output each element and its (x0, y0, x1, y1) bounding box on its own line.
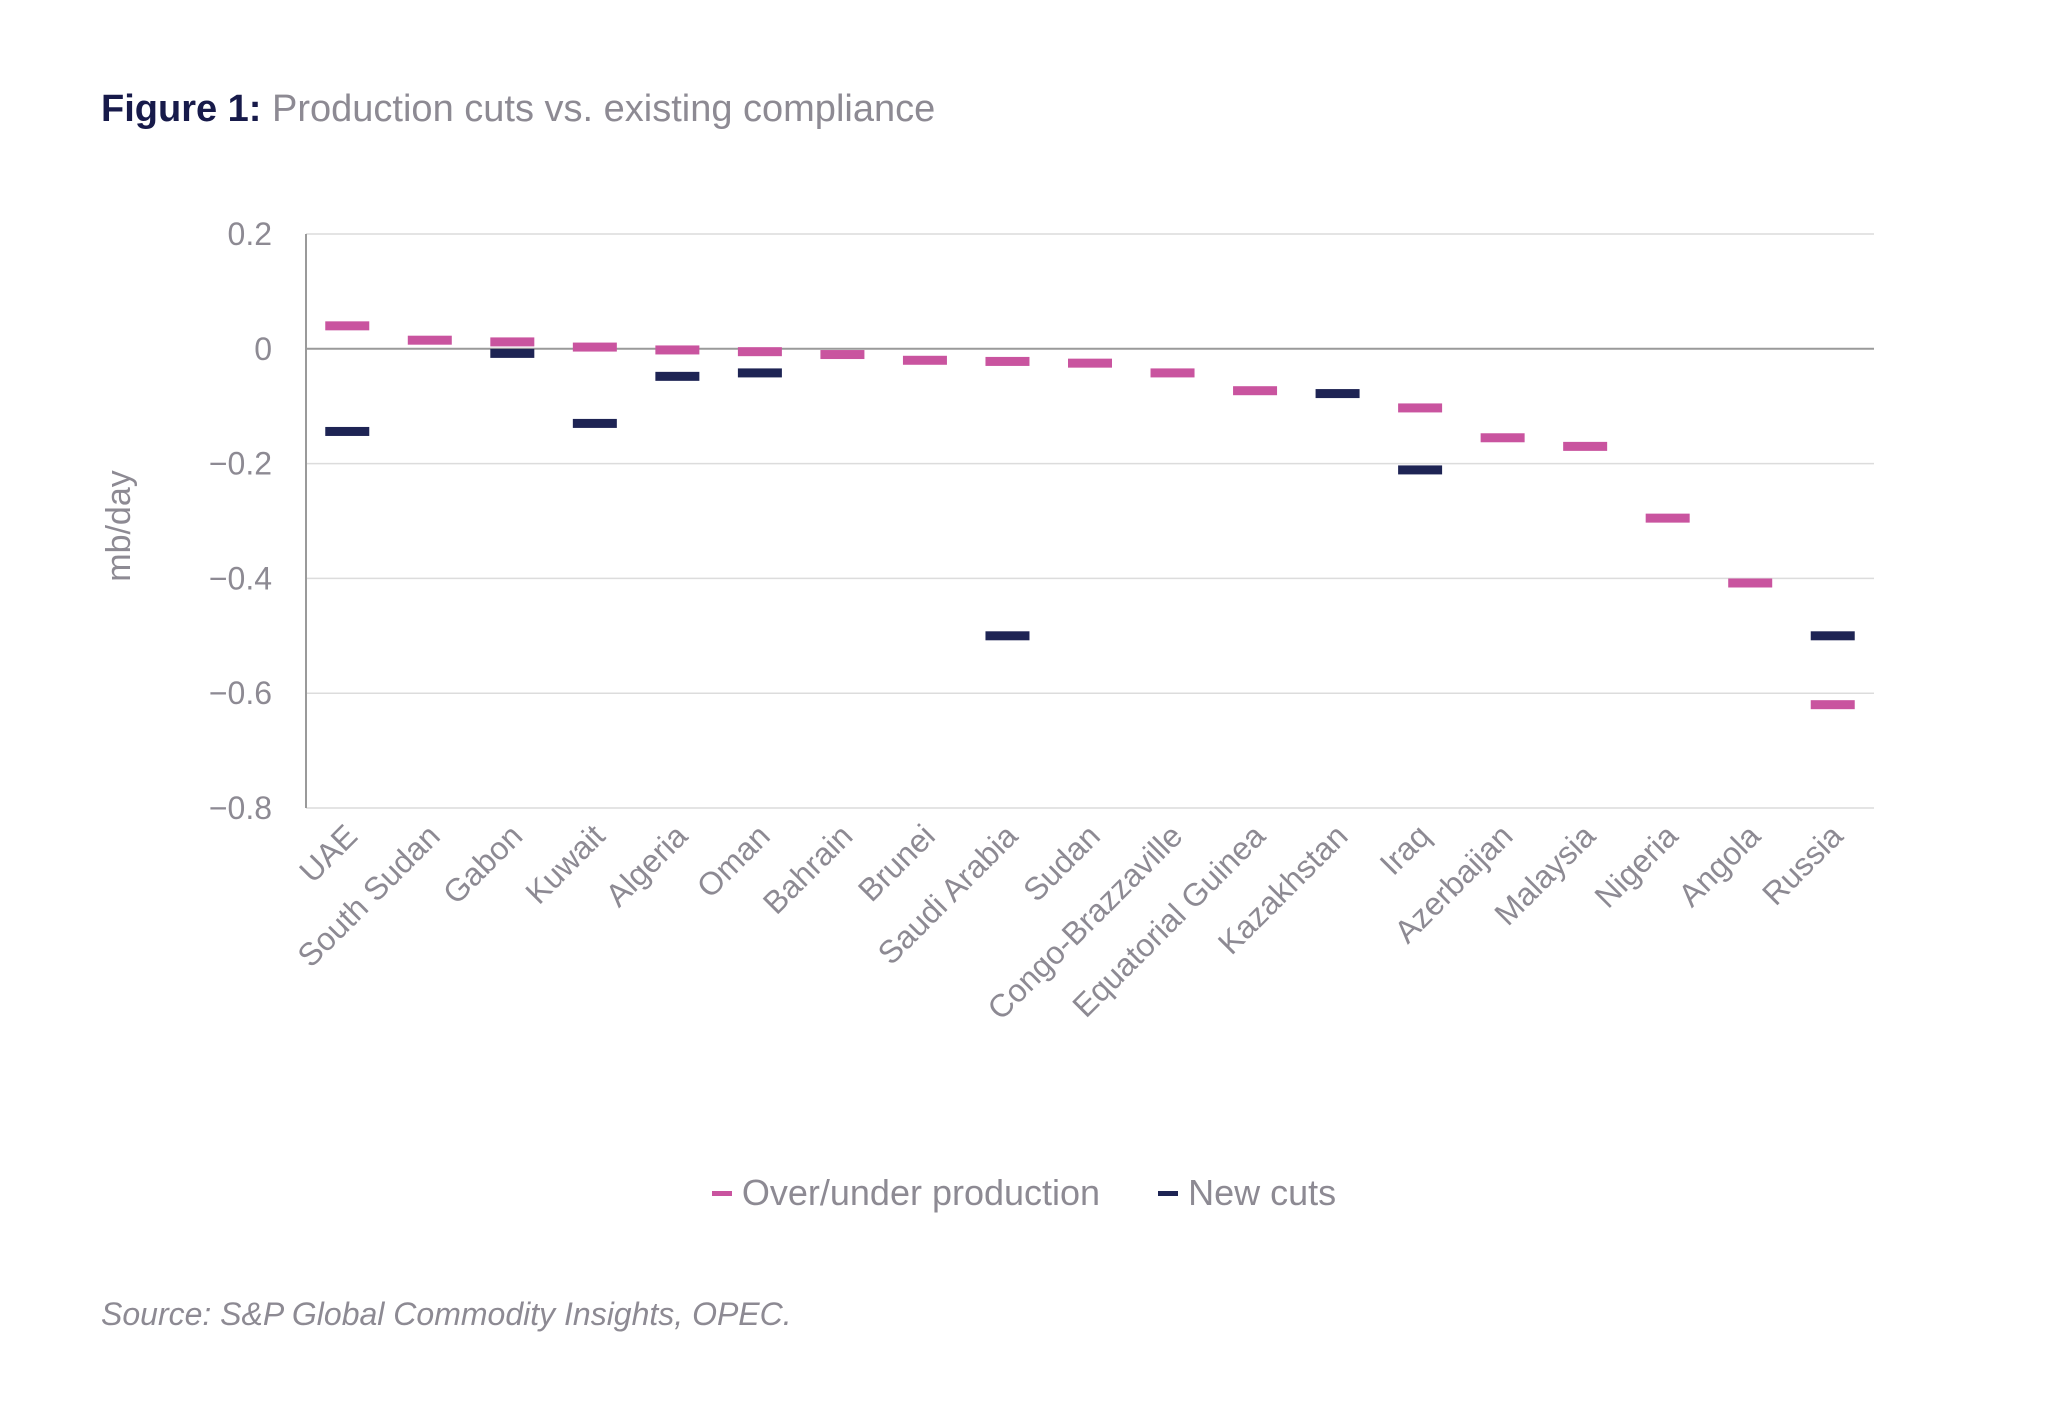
over-under-marker (655, 345, 700, 355)
y-tick-label: −0.2 (209, 446, 272, 482)
new-cuts-marker (737, 368, 782, 378)
new-cuts-marker (1810, 631, 1855, 641)
legend-item-over-under: Over/under production (711, 1172, 1101, 1214)
y-axis-label: mb/day (100, 470, 138, 582)
legend-item-new-cuts: New cuts (1158, 1172, 1336, 1214)
legend-swatch-new-cuts (1158, 1190, 1179, 1196)
x-category-label: South Sudan (290, 817, 446, 973)
over-under-marker (1480, 433, 1525, 443)
legend-label-over-under: Over/under production (741, 1172, 1101, 1213)
new-cuts-marker (325, 426, 370, 436)
y-tick-label: 0.2 (228, 216, 272, 252)
over-under-marker (820, 350, 865, 360)
x-category-label: Gabon (436, 817, 529, 910)
over-under-marker (1728, 578, 1773, 588)
over-under-marker (407, 335, 452, 345)
y-tick-labels: 0.2 0 −0.2 −0.4 −0.6 −0.8 (209, 216, 272, 826)
source-note: Source: S&P Global Commodity Insights, O… (101, 1296, 792, 1332)
over-under-marker (985, 356, 1030, 366)
chart-gridlines (306, 233, 1874, 809)
x-category-label: Bahrain (756, 817, 859, 920)
new-cuts-marker (655, 371, 700, 381)
over-under-marker (1150, 368, 1195, 378)
over-under-marker (1398, 403, 1443, 413)
over-under-marker (325, 321, 370, 331)
over-under-marker (572, 342, 617, 352)
new-cuts-marker (1398, 465, 1443, 475)
figure-title-lead: Figure 1: (101, 88, 262, 130)
chart-marks (325, 321, 1855, 710)
over-under-marker (1233, 386, 1278, 396)
figure-title-text: Production cuts vs. existing compliance (272, 88, 936, 130)
new-cuts-marker (572, 418, 617, 428)
legend-swatch-over-under (711, 1190, 732, 1196)
figure-title: Figure 1: Production cuts vs. existing c… (101, 88, 935, 131)
x-category-label: Iraq (1373, 817, 1437, 881)
new-cuts-marker (490, 348, 535, 358)
over-under-marker (737, 347, 782, 357)
x-category-label: Kuwait (518, 817, 611, 910)
x-category-label: Russia (1755, 817, 1850, 912)
y-tick-label: 0 (254, 331, 272, 367)
new-cuts-marker (1315, 389, 1360, 399)
x-category-label: Algeria (598, 817, 694, 913)
new-cuts-marker (985, 631, 1030, 641)
over-under-marker (1563, 441, 1608, 451)
y-tick-label: −0.8 (209, 790, 272, 826)
x-category-label: Angola (1671, 817, 1767, 913)
over-under-marker (490, 337, 535, 347)
over-under-marker (1810, 700, 1855, 710)
legend-label-new-cuts: New cuts (1188, 1172, 1337, 1213)
chart-legend: Over/under production New cuts (0, 1172, 2048, 1214)
over-under-marker (1068, 358, 1112, 368)
over-under-marker (1645, 513, 1690, 523)
x-category-label: Nigeria (1587, 817, 1684, 914)
y-tick-label: −0.4 (209, 560, 272, 596)
y-tick-label: −0.6 (209, 675, 272, 711)
x-category-label: UAE (292, 817, 364, 889)
over-under-marker (902, 355, 947, 365)
